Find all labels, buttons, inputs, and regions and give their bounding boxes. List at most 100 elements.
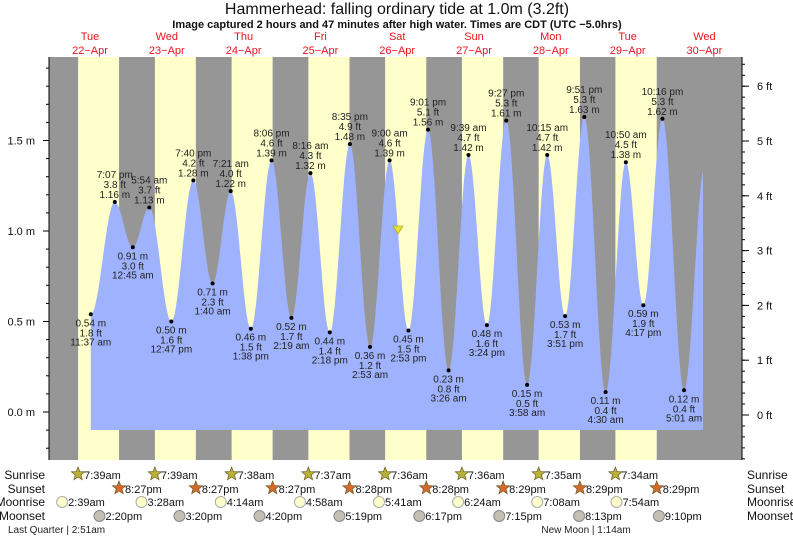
high-tide-mark: 7:07 pm3.8 ft1.16 m (97, 170, 133, 205)
moonrise-time: 4:14am (227, 497, 264, 509)
day-name: Thu (234, 31, 253, 43)
sunset-icon (111, 480, 127, 495)
sunrise-event: 7:34am (607, 466, 658, 482)
sunset-icon (265, 480, 281, 495)
moonrise-time: 5:41am (385, 497, 422, 509)
tide-height-m: 1.28 m (178, 168, 209, 179)
moonset-event: 3:20pm (173, 510, 222, 523)
tide-time: 12:45 am (112, 270, 154, 281)
tide-time: 3:58 am (509, 408, 545, 419)
tide-height-m: 0.12 m (669, 394, 700, 405)
low-tide-mark: 0.11 m0.4 ft4:30 am (588, 390, 624, 426)
tide-point (525, 382, 530, 387)
tide-height-m: 0.44 m (314, 336, 345, 347)
sunset-time: 8:29pm (663, 484, 700, 496)
tide-height-ft: 0.5 ft (516, 399, 538, 410)
sunrise-time: 7:36am (391, 470, 428, 482)
moonset-time: 9:10pm (665, 511, 702, 523)
tide-point (327, 330, 332, 335)
moonset-time: 3:20pm (185, 511, 222, 523)
moonrise-label-right: Moonrise (747, 495, 793, 509)
moonset-time: 5:19pm (345, 511, 382, 523)
tide-point (368, 344, 373, 349)
high-tide-mark: 7:40 pm4.2 ft1.28 m (175, 148, 211, 183)
tide-height-ft: 2.3 ft (201, 297, 223, 308)
tide-height-ft: 1.5 ft (240, 343, 262, 354)
moonrise-event: 4:58am (293, 496, 343, 509)
tide-height-m: 0.91 m (118, 251, 149, 262)
chart-subtitle: Image captured 2 hours and 47 minutes af… (172, 19, 622, 31)
tide-time: 9:01 pm (410, 98, 446, 109)
tide-time: 2:53 pm (390, 354, 426, 365)
tide-height-m: 0.46 m (236, 333, 267, 344)
moonset-event: 8:13pm (573, 510, 622, 523)
tide-point (623, 160, 628, 165)
sunrise-icon (531, 466, 547, 481)
moonrise-label: Moonrise (0, 495, 45, 509)
day-name: Wed (156, 31, 178, 43)
sunrise-event: 7:35am (531, 466, 582, 482)
moonset-event: 9:10pm (652, 510, 702, 523)
right-tick-label: 0 ft (757, 410, 772, 422)
moonset-event: 7:15pm (493, 510, 542, 523)
low-tide-mark: 0.15 m0.5 ft3:58 am (509, 382, 545, 419)
tide-time: 7:07 pm (97, 170, 133, 181)
moonrise-time: 4:58am (306, 497, 343, 509)
moonset-time: 2:20pm (105, 511, 142, 523)
left-tick-label: 1.5 m (7, 136, 35, 148)
sunset-event: 8:28pm (418, 480, 469, 496)
tide-time: 2:53 am (352, 370, 388, 381)
sunset-label-right: Sunset (747, 482, 785, 496)
axes: 0.0 m 0.5 m 1.0 m 1.5 m 0 ft 1 ft 2 ft 3 ft 4 ft… (7, 57, 772, 460)
tide-time: 9:27 pm (488, 89, 524, 100)
sunrise-event: 7:37am (300, 466, 351, 482)
sunset-time: 8:27pm (279, 484, 316, 496)
tide-height-m: 0.11 m (591, 396, 621, 407)
tide-time: 8:35 pm (332, 112, 368, 123)
high-tide-mark: 10:50 am4.5 ft1.38 m (605, 130, 647, 165)
moonrise-time: 6:24am (464, 497, 501, 509)
tide-height-ft: 1.9 ft (632, 319, 654, 330)
left-tick-label: 0.5 m (7, 317, 35, 329)
tide-time: 7:40 pm (175, 148, 211, 159)
tide-curve (90, 117, 703, 430)
sunrise-icon (147, 466, 163, 481)
tide-time: 2:18 pm (312, 355, 348, 366)
tide-time: 3:26 am (431, 393, 467, 404)
moonrise-event: 7:08am (531, 496, 580, 509)
moonrise-icon (135, 496, 148, 508)
tide-height-ft: 1.7 ft (280, 332, 302, 343)
sunset-event: 8:29pm (495, 480, 546, 496)
sunrise-time: 7:39am (84, 470, 121, 482)
sunset-icon (188, 480, 204, 495)
low-tide-mark: 0.52 m1.7 ft2:19 am (273, 315, 309, 352)
moonrise-time: 7:54am (622, 497, 659, 509)
tide-height-m: 1.63 m (569, 105, 600, 116)
sunrise-label-right: Sunrise (747, 468, 788, 482)
moonset-label-right: Moonset (747, 509, 793, 523)
right-tick-label: 4 ft (757, 191, 772, 203)
tide-time: 12:47 pm (150, 345, 192, 356)
tide-point (504, 118, 509, 123)
low-tide-mark: 0.23 m0.8 ft3:26 am (431, 368, 467, 404)
tide-height-ft: 1.6 ft (160, 336, 182, 347)
tide-point (563, 314, 568, 319)
right-tick-label: 3 ft (757, 246, 772, 258)
tide-point (545, 152, 550, 157)
tide-height-m: 0.15 m (512, 389, 543, 400)
tide-height-m: 1.56 m (413, 118, 444, 129)
right-tick-label: 1 ft (757, 355, 772, 367)
sunrise-icon (454, 466, 470, 481)
tide-time: 9:00 am (372, 128, 408, 139)
tide-height-ft: 1.7 ft (554, 330, 576, 341)
sunset-icon (418, 480, 434, 495)
moonrise-event: 4:14am (214, 496, 264, 509)
sunrise-time: 7:35am (545, 470, 582, 482)
tide-height-m: 0.52 m (276, 322, 307, 333)
moonrise-icon (610, 496, 623, 508)
tide-height-ft: 0.4 ft (673, 404, 695, 415)
